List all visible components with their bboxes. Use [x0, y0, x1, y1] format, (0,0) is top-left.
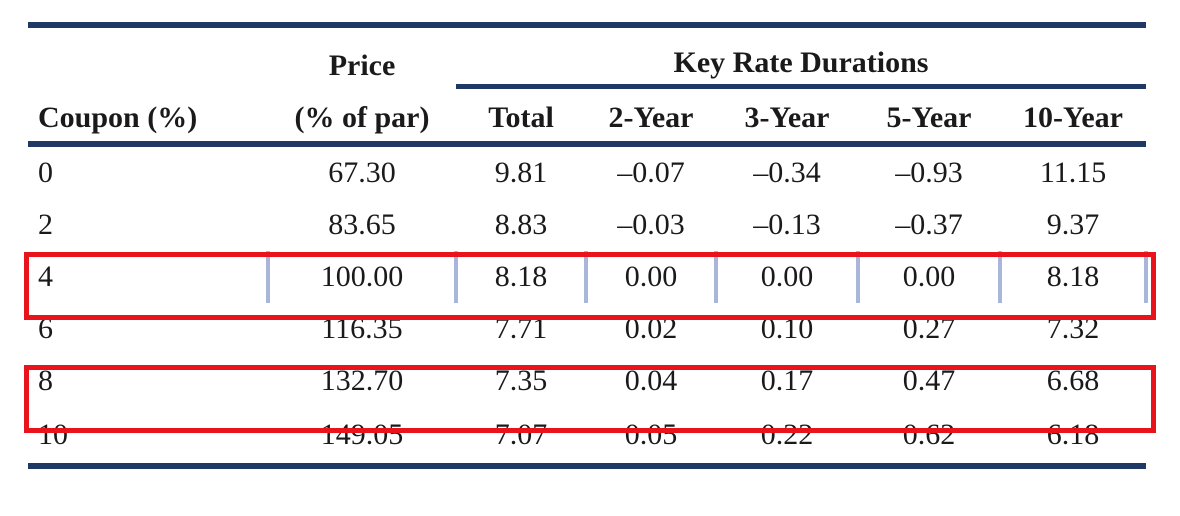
header-row-2: Coupon (%) (% of par) Total 2-Year 3-Yea…: [28, 87, 1147, 144]
cell-5-year: 0.27: [902, 312, 956, 345]
table-row-highlighted: 8 132.70 7.35 0.04 0.17 0.47 6.68: [28, 355, 1146, 407]
header-10-year: 10-Year: [1023, 101, 1123, 134]
cell-2-year: 0.00: [584, 251, 716, 303]
cell-price: 132.70: [320, 364, 404, 397]
table-row: 6 116.35 7.71 0.02 0.10 0.27 7.32: [28, 303, 1146, 355]
cell-coupon: 2: [38, 208, 53, 241]
header-price-line2: (% of par): [294, 101, 430, 134]
cell-2-year: 0.02: [624, 312, 678, 345]
cell-price: 149.05: [268, 407, 456, 469]
cell-price: 83.65: [328, 208, 396, 241]
cell-5-year: 0.00: [856, 251, 1000, 303]
cell-coupon: 6: [38, 312, 53, 345]
cell-total: 7.35: [494, 364, 548, 397]
cell-3-year: 0.22: [716, 407, 858, 469]
cell-10-year: 11.15: [1039, 156, 1107, 189]
table-row: 10 149.05 7.07 0.05 0.22 0.62 6.18: [28, 407, 1147, 469]
cell-10-year: 9.37: [1046, 208, 1100, 241]
cell-2-year: 0.04: [624, 364, 678, 397]
header-5-year: 5-Year: [886, 101, 972, 134]
table-row: 0 67.30 9.81 –0.07 –0.34 –0.93 11.15: [28, 144, 1146, 199]
cell-coupon: 8: [38, 364, 53, 397]
cell-10-year: 6.18: [1000, 407, 1147, 469]
header-blank: [28, 25, 268, 87]
cell-total: 9.81: [494, 156, 548, 189]
cell-10-year: 6.68: [1046, 364, 1100, 397]
cell-total: 7.07: [456, 407, 586, 469]
cell-5-year: 0.47: [902, 364, 956, 397]
cell-total: 8.83: [494, 208, 548, 241]
cell-price: 116.35: [321, 312, 403, 345]
cell-3-year: –0.34: [753, 156, 821, 189]
cell-2-year: –0.03: [617, 208, 685, 241]
header-key-rate-durations: Key Rate Durations: [456, 25, 1147, 89]
cell-coupon: 10: [28, 407, 268, 469]
cell-price: 100.00: [266, 251, 456, 303]
table-row: 2 83.65 8.83 –0.03 –0.13 –0.37 9.37: [28, 199, 1146, 251]
header-coupon: Coupon (%): [38, 101, 198, 134]
cell-2-year: –0.07: [617, 156, 685, 189]
cell-3-year: –0.13: [753, 208, 821, 241]
cell-2-year: 0.05: [586, 407, 716, 469]
cell-coupon: 4: [28, 251, 268, 303]
header-2-year: 2-Year: [608, 101, 694, 134]
cell-3-year: 0.00: [714, 251, 858, 303]
cell-price: 67.30: [328, 156, 396, 189]
cell-5-year: –0.37: [895, 208, 963, 241]
header-price-line1: Price: [328, 48, 396, 82]
header-row-1: Price Key Rate Durations: [28, 25, 1147, 89]
key-rate-duration-table-container: Price Key Rate Durations Coupon (%) (% o…: [28, 22, 1149, 469]
cell-3-year: 0.17: [760, 364, 814, 397]
cell-10-year: 7.32: [1046, 312, 1100, 345]
cell-10-year: 8.18: [997, 251, 1149, 303]
cell-3-year: 0.10: [760, 312, 814, 345]
table-row-highlighted: 4 100.00 8.18 0.00 0.00 0.00 8.18: [28, 251, 1149, 303]
cell-total: 7.71: [494, 312, 548, 345]
key-rate-duration-table: Price Key Rate Durations Coupon (%) (% o…: [28, 22, 1149, 469]
header-total: Total: [488, 101, 554, 134]
cell-coupon: 0: [38, 156, 53, 189]
cell-5-year: 0.62: [858, 407, 1000, 469]
cell-5-year: –0.93: [895, 156, 963, 189]
header-3-year: 3-Year: [744, 101, 830, 134]
cell-total: 8.18: [454, 251, 586, 303]
